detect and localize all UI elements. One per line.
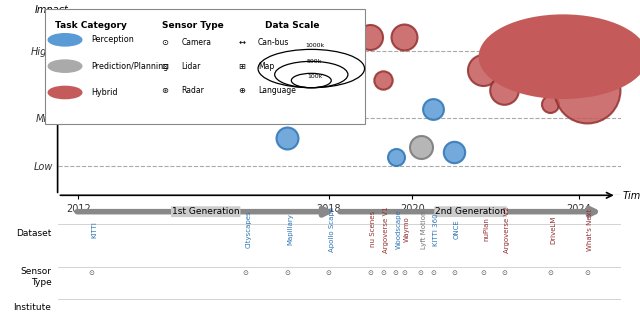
Text: Can-bus: Can-bus — [258, 38, 289, 47]
Text: Waymo: Waymo — [404, 216, 410, 242]
Text: ⊙: ⊙ — [584, 270, 590, 276]
Text: ↔: ↔ — [238, 38, 245, 47]
Text: ⊙: ⊙ — [392, 270, 399, 276]
Text: Map: Map — [258, 62, 275, 71]
Text: Argoverse V2: Argoverse V2 — [504, 206, 510, 253]
Text: Prediction/Planning: Prediction/Planning — [92, 62, 169, 71]
Text: ⊙: ⊙ — [418, 270, 424, 276]
Text: 2nd Generation: 2nd Generation — [435, 207, 506, 216]
Text: KITTI 360: KITTI 360 — [433, 213, 439, 246]
Text: KITTI: KITTI — [91, 221, 97, 238]
Point — [240, 106, 250, 111]
Point — [86, 49, 96, 54]
Text: ⊙: ⊙ — [480, 270, 486, 276]
Text: Argoverse V1: Argoverse V1 — [383, 206, 389, 253]
Point — [399, 34, 409, 39]
Text: ONCE: ONCE — [454, 220, 460, 239]
Circle shape — [49, 87, 82, 99]
Point — [449, 150, 459, 155]
Text: ⊙: ⊙ — [161, 38, 168, 47]
Text: Radar: Radar — [182, 86, 204, 94]
Text: Institute: Institute — [13, 303, 51, 312]
Text: ⊡: ⊡ — [161, 62, 168, 71]
Text: Impact: Impact — [35, 4, 68, 14]
Text: Time: Time — [623, 191, 640, 201]
Point — [378, 77, 388, 83]
Text: 100k: 100k — [307, 74, 323, 79]
Text: ⊙: ⊙ — [326, 270, 332, 276]
Text: Camera: Camera — [182, 38, 211, 47]
Text: ⊙: ⊙ — [430, 270, 436, 276]
Text: ⊙: ⊙ — [380, 270, 386, 276]
Text: nuPlan: nuPlan — [483, 217, 489, 241]
Point — [428, 106, 438, 111]
Text: ⊙: ⊙ — [243, 270, 248, 276]
Point — [478, 68, 488, 73]
Text: ⊙: ⊙ — [547, 270, 553, 276]
Text: What's Next: What's Next — [588, 208, 593, 250]
Point — [582, 87, 593, 92]
Point — [415, 145, 426, 150]
Text: DriveLM: DriveLM — [550, 215, 556, 243]
Text: 500k: 500k — [307, 59, 323, 64]
Text: Sensor
Type: Sensor Type — [20, 267, 51, 287]
Text: ⊛: ⊛ — [161, 86, 168, 94]
Text: Lidar: Lidar — [182, 62, 201, 71]
Text: ⊙: ⊙ — [284, 270, 290, 276]
Text: nu Scenes: nu Scenes — [371, 211, 376, 247]
Point — [282, 135, 292, 140]
Text: Task Category: Task Category — [55, 21, 127, 30]
Text: 1000k: 1000k — [305, 43, 324, 48]
Text: ⊙: ⊙ — [367, 270, 373, 276]
Text: Hybrid: Hybrid — [92, 88, 118, 97]
Text: ⊞: ⊞ — [238, 62, 245, 71]
Text: ⊙: ⊙ — [88, 270, 94, 276]
Text: Lyft Motion: Lyft Motion — [420, 210, 426, 249]
Point — [324, 106, 334, 111]
Text: Language: Language — [258, 86, 296, 94]
Point — [499, 87, 509, 92]
Circle shape — [49, 60, 82, 72]
Text: Sensor Type: Sensor Type — [161, 21, 223, 30]
Text: ⊕: ⊕ — [238, 86, 245, 94]
Text: Cityscapes: Cityscapes — [245, 210, 252, 248]
Text: 1st Generation: 1st Generation — [172, 207, 239, 216]
Text: Apollo Scape: Apollo Scape — [329, 207, 335, 252]
Point — [365, 34, 376, 39]
FancyBboxPatch shape — [45, 9, 365, 123]
Point — [390, 154, 401, 159]
Text: Perception: Perception — [92, 35, 134, 44]
Text: Mapillary: Mapillary — [287, 213, 293, 245]
Circle shape — [480, 16, 640, 98]
Text: ⊙: ⊙ — [401, 270, 407, 276]
Circle shape — [49, 34, 82, 46]
Point — [545, 101, 555, 106]
Text: Woodscape: Woodscape — [396, 209, 401, 249]
Text: ⊙: ⊙ — [501, 270, 507, 276]
Text: Dataset: Dataset — [16, 229, 51, 238]
Text: Data Scale: Data Scale — [265, 21, 319, 30]
Text: ⊙: ⊙ — [451, 270, 457, 276]
